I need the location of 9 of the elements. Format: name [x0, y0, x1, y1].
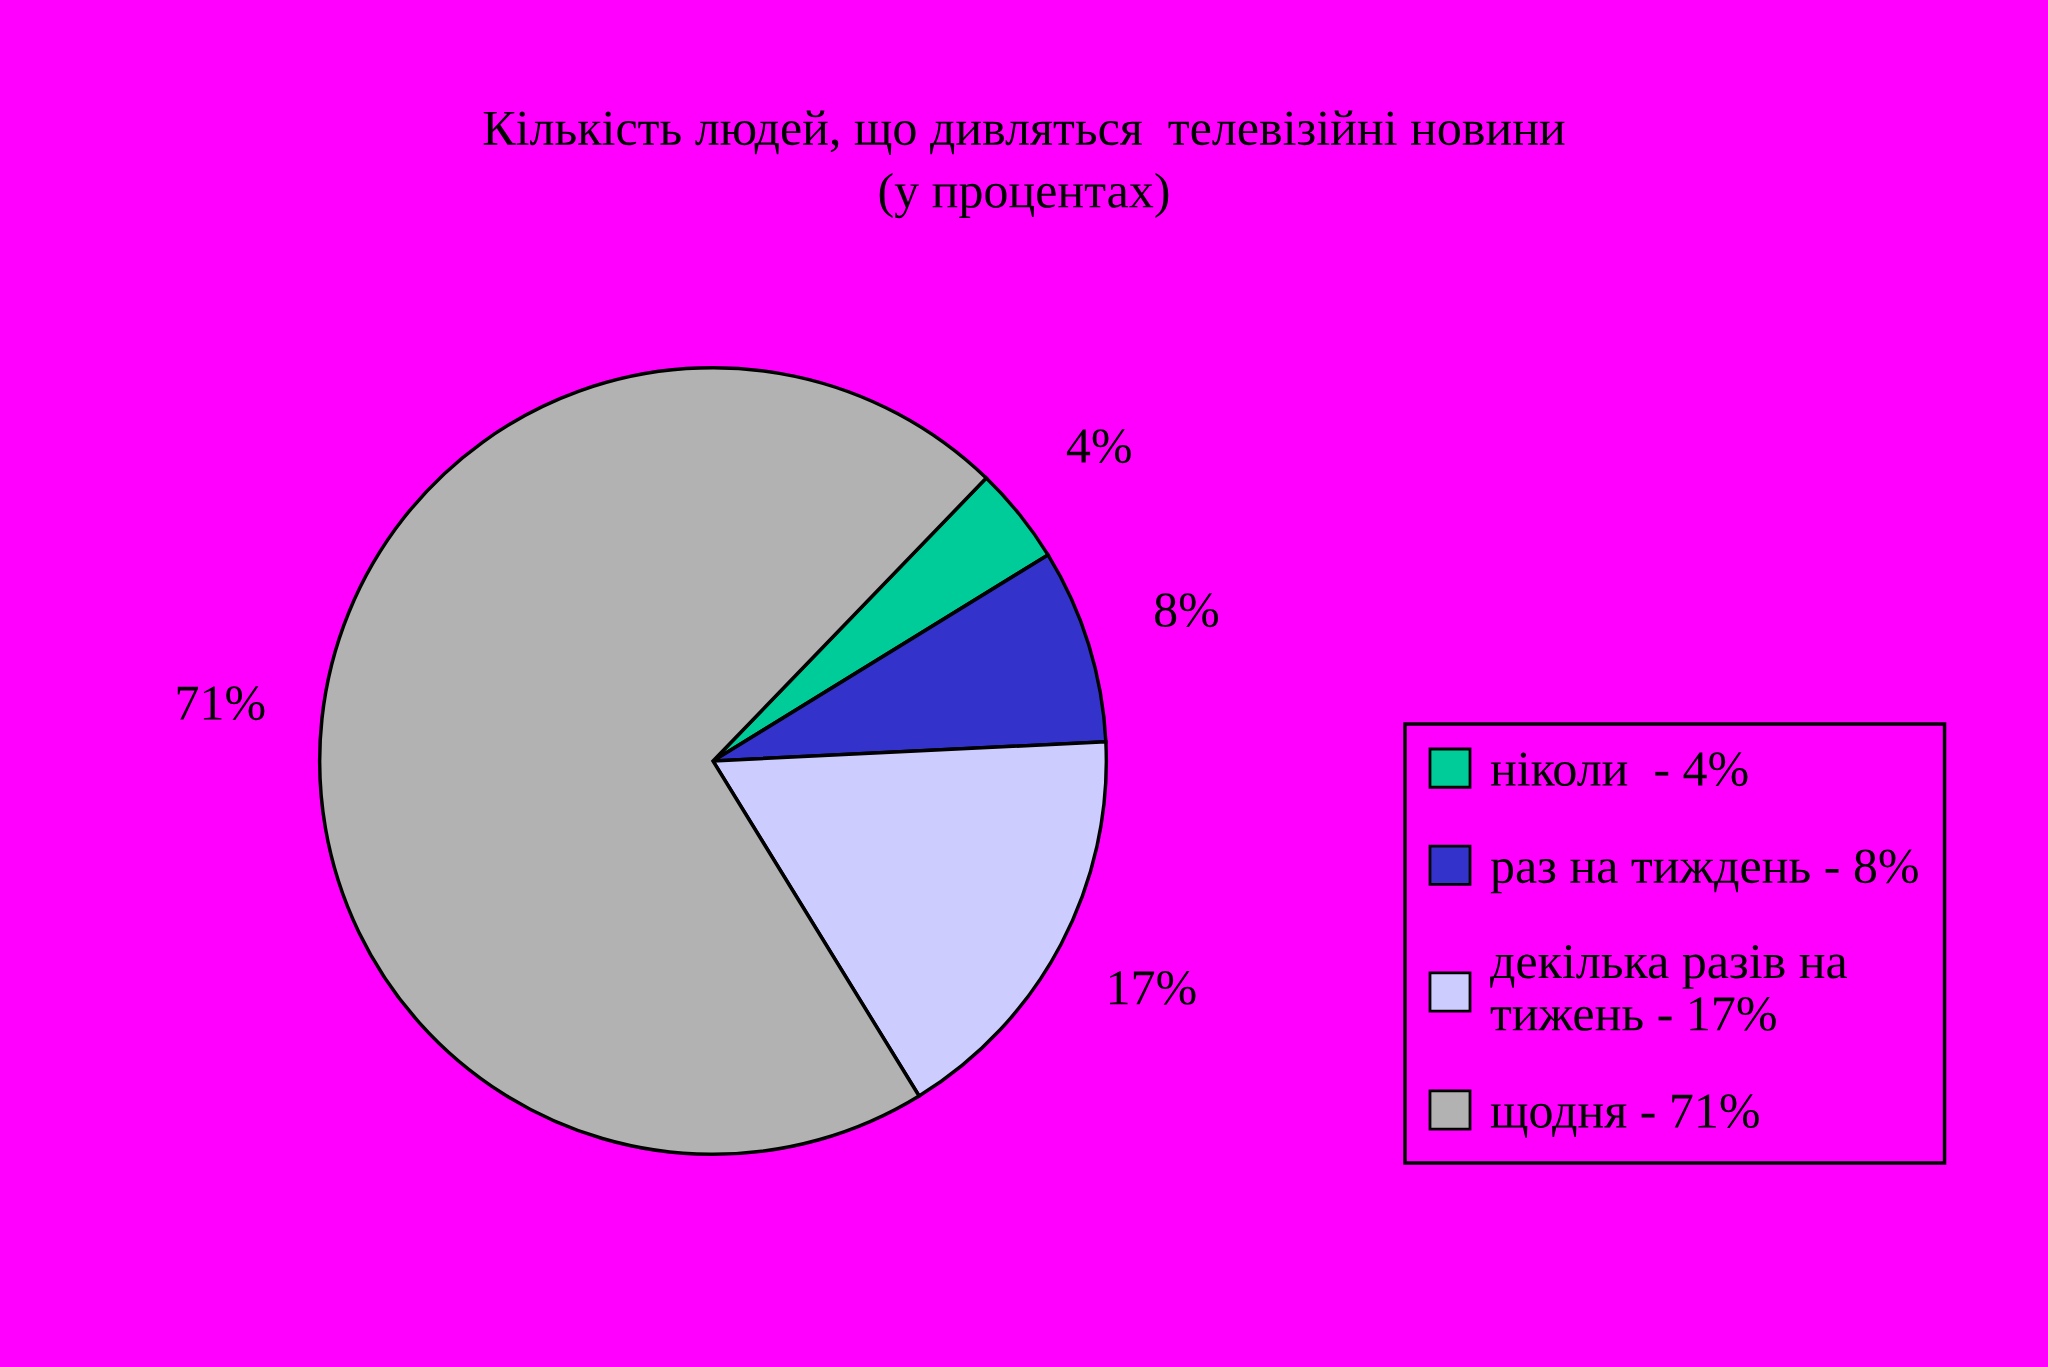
chart-title: Кількість людей, що дивляться телевізійні новини (у процентах) [483, 110, 1565, 219]
data-label: 17% [1109, 970, 1196, 1005]
legend-label: щодня - 71% [1490, 1094, 1759, 1138]
legend-label: декілька разів на тижень - 17% [1490, 944, 1848, 1031]
legend-label: ніколи - 4% [1490, 752, 1748, 787]
data-label: 71% [177, 686, 265, 721]
data-label: 8% [1155, 593, 1219, 628]
legend-label: раз на тиждень - 8% [1490, 849, 1918, 894]
data-label: 4% [1066, 429, 1131, 464]
